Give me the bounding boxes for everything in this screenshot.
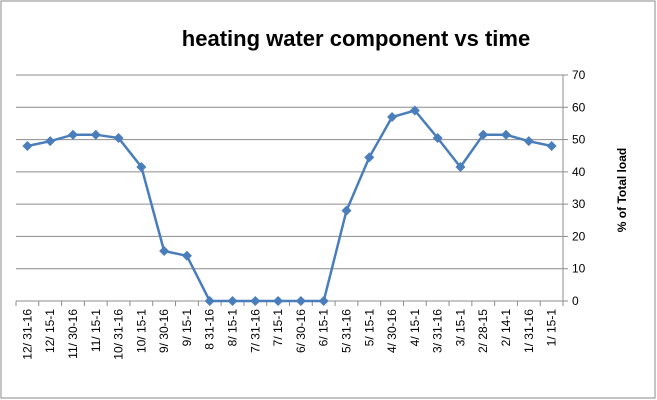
x-tick-label: 12/ 31-16 [20, 309, 34, 360]
marker [455, 162, 466, 173]
y-tick-label: 50 [572, 133, 586, 147]
x-tick-label: 4/ 15-1 [408, 309, 422, 347]
x-tick-label: 6/ 30-16 [294, 309, 308, 353]
marker [341, 205, 352, 216]
y-tick-label: 10 [572, 262, 586, 276]
x-tick-label: 5/ 31-16 [339, 309, 353, 353]
marker [159, 245, 170, 256]
marker [273, 296, 284, 306]
y-tick-label: 30 [572, 197, 586, 211]
x-tick-label: 8/ 15-1 [226, 309, 240, 347]
marker [546, 141, 557, 152]
x-tick-label: 7/ 31-16 [248, 309, 262, 353]
chart-title: heating water component vs time [182, 26, 530, 51]
marker [136, 162, 147, 173]
marker [318, 296, 329, 306]
x-tick-label: 11/ 15-1 [89, 309, 103, 352]
marker [432, 132, 443, 143]
x-tick-label: 3/ 15-1 [453, 309, 467, 347]
marker [227, 296, 238, 306]
y-tick-label: 60 [572, 100, 586, 114]
y-tick-label: 70 [572, 68, 586, 82]
marker [204, 296, 215, 306]
marker [501, 129, 512, 140]
marker [113, 132, 124, 143]
x-tick-label: 4/ 30-16 [385, 309, 399, 353]
x-tick-label: 11/ 30-16 [66, 309, 80, 359]
marker [523, 136, 534, 147]
x-tick-label: 12/ 15-1 [43, 309, 57, 353]
marker [409, 105, 420, 116]
y-tick-label: 0 [572, 294, 579, 308]
x-tick-label: 10/ 31-16 [112, 309, 126, 360]
marker [364, 152, 375, 163]
x-tick-label: 9/ 15-1 [180, 309, 194, 347]
marker [90, 129, 101, 140]
marker [478, 129, 489, 140]
x-tick-label: 8 31-16 [203, 309, 217, 350]
y-tick-label: 40 [572, 165, 586, 179]
x-tick-label: 10/ 15-1 [134, 309, 148, 353]
marker [22, 141, 33, 152]
y-axis-label: % of Total load [615, 148, 629, 232]
x-tick-label: 7/ 15-1 [271, 309, 285, 347]
marker [250, 296, 261, 306]
x-tick-label: 9/ 30-16 [157, 309, 171, 353]
x-tick-label: 3/ 31-16 [431, 309, 445, 353]
x-tick-label: 1/ 31-16 [522, 309, 536, 353]
x-tick-label: 2/ 28-15 [476, 309, 490, 353]
x-tick-label: 6/ 15-1 [317, 309, 331, 347]
marker [67, 129, 78, 140]
x-tick-label: 1/ 15-1 [545, 309, 559, 347]
x-tick-label: 2/ 14-1 [499, 309, 513, 347]
y-tick-label: 20 [572, 229, 586, 243]
marker [181, 250, 192, 261]
x-tick-label: 5/ 15-1 [362, 309, 376, 347]
marker [45, 136, 56, 147]
marker [295, 296, 306, 306]
marker [387, 111, 398, 122]
